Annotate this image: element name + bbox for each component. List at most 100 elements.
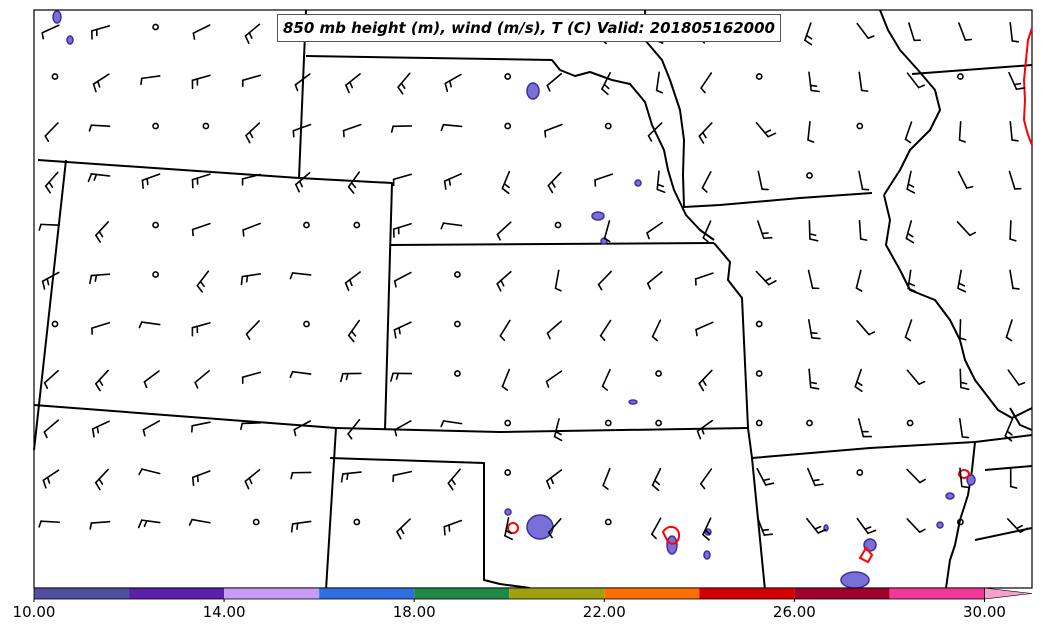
wind-barb-flag	[95, 382, 101, 392]
wind-barb-flag	[95, 234, 101, 243]
wisconsin-illinois-border	[911, 64, 1033, 75]
wind-barb	[241, 273, 262, 278]
wind-barb-flag	[764, 277, 772, 282]
wind-barb-flag	[647, 134, 653, 142]
wind-barb	[143, 370, 160, 383]
wind-barb-flag	[805, 34, 813, 40]
wind-barb-flag	[496, 282, 502, 292]
wind-barb-flag	[93, 173, 98, 181]
colorbar-bin	[34, 588, 130, 599]
colorbar-bin	[509, 588, 605, 599]
calm-wind-circle	[504, 122, 512, 130]
wind-barb-flag	[290, 471, 294, 480]
colorbar-tick-label: 18.00	[392, 603, 436, 621]
colorbar-outline	[33, 587, 985, 600]
calm-wind-circle	[453, 370, 461, 377]
calm-wind-circle	[152, 23, 159, 31]
kentucky-border	[1009, 407, 1033, 431]
wind-barb-flag	[700, 87, 706, 94]
wind-barb	[756, 517, 766, 536]
wind-barb-flag	[653, 479, 661, 486]
wind-barb-flag	[194, 381, 199, 389]
wind-barb-flag	[142, 429, 146, 437]
wind-barb	[141, 173, 161, 182]
wind-barb	[1009, 121, 1013, 141]
tennessee-border	[974, 434, 1033, 443]
wind-barb-flag	[298, 180, 304, 188]
wind-barb	[496, 270, 512, 285]
calm-wind-circle	[806, 419, 813, 427]
shaded-patch	[66, 35, 74, 45]
wind-barb	[957, 170, 968, 189]
colorbar-bin	[699, 588, 795, 599]
wind-barb-flag	[48, 181, 54, 188]
wind-barb	[41, 24, 60, 34]
wind-barb	[191, 518, 211, 524]
wind-barb	[1009, 22, 1014, 42]
wind-barb-flag	[906, 188, 916, 194]
wind-barb	[601, 71, 612, 90]
wind-barb	[396, 518, 411, 533]
wind-barb	[392, 222, 412, 230]
wind-barb-flag	[809, 386, 820, 390]
wind-barb-flag	[601, 88, 609, 96]
wind-barb	[602, 467, 611, 487]
wind-barb-flag	[496, 233, 501, 241]
wind-barb	[959, 418, 964, 438]
wind-barb	[755, 270, 770, 286]
wind-barb-flag	[553, 435, 563, 442]
wind-barb-flag	[763, 533, 773, 536]
wind-barb-flag	[97, 80, 101, 88]
wind-barb-flag	[550, 477, 554, 485]
new-mexico-texas-border	[325, 427, 337, 591]
wind-barb	[192, 24, 211, 34]
wind-barb	[547, 171, 562, 187]
wind-barb	[444, 73, 462, 85]
wind-barb-flag	[137, 519, 143, 529]
wind-barb-flag	[599, 334, 606, 341]
wind-barb	[646, 221, 663, 234]
wind-barb	[140, 321, 161, 326]
wind-barb	[544, 123, 563, 132]
colorado-east-border	[298, 9, 393, 431]
wind-barb	[597, 270, 613, 286]
wind-barb	[501, 170, 511, 190]
wind-barb	[957, 269, 962, 290]
wind-barb-flag	[38, 520, 42, 528]
wind-barb-flag	[92, 83, 97, 93]
calm-wind-circle	[152, 221, 159, 229]
wind-barb-flag	[809, 238, 819, 242]
wind-barb	[594, 173, 614, 181]
wind-barb	[140, 75, 161, 80]
wind-barb	[858, 170, 864, 191]
wind-barb-flag	[98, 478, 104, 485]
wind-barb-flag	[907, 287, 917, 293]
wind-barb-flag	[809, 381, 817, 385]
shaded-patch	[52, 10, 62, 24]
temperature-contour	[958, 469, 970, 479]
wind-barb	[241, 371, 262, 378]
wind-barb	[442, 123, 463, 128]
wind-barb-flag	[444, 82, 449, 92]
wind-barb-flag	[94, 481, 101, 491]
wind-barb	[701, 170, 712, 189]
wind-barb-flag	[296, 522, 299, 530]
wind-barb-flag	[1019, 527, 1029, 533]
wind-barb	[91, 420, 110, 430]
wind-barb	[342, 123, 362, 132]
wind-barb	[293, 420, 311, 431]
wind-barb	[808, 71, 812, 92]
wind-barb-flag	[812, 479, 820, 482]
wind-barb-flag	[340, 473, 344, 483]
wind-barb-flag	[918, 528, 926, 533]
wind-barb	[442, 420, 463, 425]
wind-barb-flag	[293, 428, 297, 437]
wind-barb	[191, 322, 211, 329]
wind-barb-flag	[761, 528, 770, 532]
wind-barb	[191, 74, 211, 82]
colorbar-bin	[794, 588, 890, 599]
shaded-patch	[526, 82, 540, 100]
wind-barb	[651, 319, 662, 338]
calm-wind-circle	[353, 221, 361, 229]
wind-barb	[245, 122, 261, 137]
